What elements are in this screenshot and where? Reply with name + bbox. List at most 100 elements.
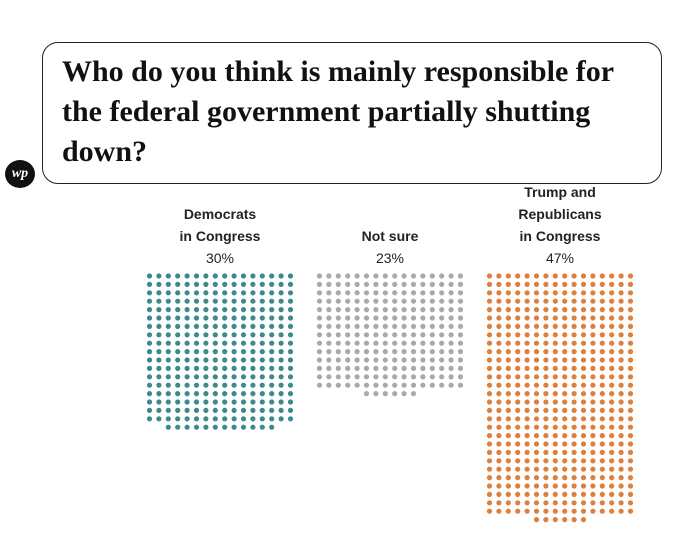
dot xyxy=(533,315,540,321)
dot xyxy=(515,374,521,380)
dot xyxy=(392,298,398,304)
dot xyxy=(287,365,294,371)
dot xyxy=(552,273,558,279)
dot xyxy=(590,466,596,472)
dot xyxy=(552,458,558,464)
dot xyxy=(457,315,464,321)
dot xyxy=(609,349,615,355)
dot xyxy=(627,458,634,464)
dot xyxy=(448,365,454,371)
dot xyxy=(599,307,605,313)
dot xyxy=(363,307,370,313)
dot xyxy=(618,374,624,380)
dot xyxy=(203,323,209,329)
dot xyxy=(505,332,511,338)
dot xyxy=(193,290,200,296)
dot xyxy=(627,508,634,514)
dot xyxy=(533,500,540,506)
dot xyxy=(543,458,549,464)
dot xyxy=(618,458,624,464)
dot xyxy=(373,391,379,397)
dot xyxy=(590,483,596,489)
dot xyxy=(533,281,540,287)
dot xyxy=(373,281,379,287)
dot xyxy=(580,491,587,497)
dot xyxy=(175,281,181,287)
dot xyxy=(599,483,605,489)
dot xyxy=(212,307,218,313)
dot xyxy=(496,475,502,481)
dot xyxy=(590,357,596,363)
dot xyxy=(326,290,332,296)
dot xyxy=(259,424,265,430)
dot xyxy=(486,491,493,497)
dot xyxy=(420,365,426,371)
dot xyxy=(609,374,615,380)
dot xyxy=(486,307,493,313)
dot xyxy=(496,332,502,338)
dot xyxy=(287,273,294,279)
dot xyxy=(373,374,379,380)
dot xyxy=(287,357,294,363)
dot xyxy=(269,365,275,371)
dot xyxy=(156,332,162,338)
dot xyxy=(609,340,615,346)
dot xyxy=(345,332,351,338)
dot xyxy=(392,391,398,397)
dot xyxy=(496,281,502,287)
dot xyxy=(486,466,493,472)
dot xyxy=(562,332,568,338)
dot xyxy=(429,382,435,388)
dot xyxy=(580,382,587,388)
dot xyxy=(146,391,153,397)
dot xyxy=(175,365,181,371)
dot xyxy=(401,323,407,329)
dot xyxy=(524,332,530,338)
dot xyxy=(222,407,228,413)
dot xyxy=(543,340,549,346)
dot xyxy=(156,273,162,279)
dot xyxy=(533,323,540,329)
dot xyxy=(410,332,417,338)
dot xyxy=(410,323,417,329)
dot xyxy=(505,298,511,304)
dot xyxy=(496,307,502,313)
dot xyxy=(533,332,540,338)
dot xyxy=(335,281,341,287)
dot xyxy=(316,315,323,321)
dot xyxy=(269,307,275,313)
dot xyxy=(259,416,265,422)
dot xyxy=(326,323,332,329)
dot xyxy=(599,298,605,304)
dot xyxy=(609,399,615,405)
dot xyxy=(250,273,256,279)
dot xyxy=(335,365,341,371)
dot xyxy=(609,449,615,455)
dot xyxy=(552,323,558,329)
dot xyxy=(420,349,426,355)
dot xyxy=(496,357,502,363)
dot xyxy=(184,323,190,329)
dot xyxy=(392,365,398,371)
dot xyxy=(175,332,181,338)
dot xyxy=(363,323,370,329)
dot xyxy=(156,290,162,296)
dot xyxy=(505,508,511,514)
dot xyxy=(259,273,265,279)
dot xyxy=(515,340,521,346)
dot xyxy=(287,407,294,413)
dot xyxy=(269,382,275,388)
dot xyxy=(580,416,587,422)
dot xyxy=(392,315,398,321)
dot xyxy=(184,357,190,363)
dot xyxy=(496,382,502,388)
dot xyxy=(515,449,521,455)
dot xyxy=(165,307,171,313)
dot xyxy=(231,273,237,279)
dot xyxy=(618,441,624,447)
dot xyxy=(599,365,605,371)
dot xyxy=(156,374,162,380)
dot xyxy=(590,340,596,346)
dot xyxy=(269,399,275,405)
dot xyxy=(486,458,493,464)
